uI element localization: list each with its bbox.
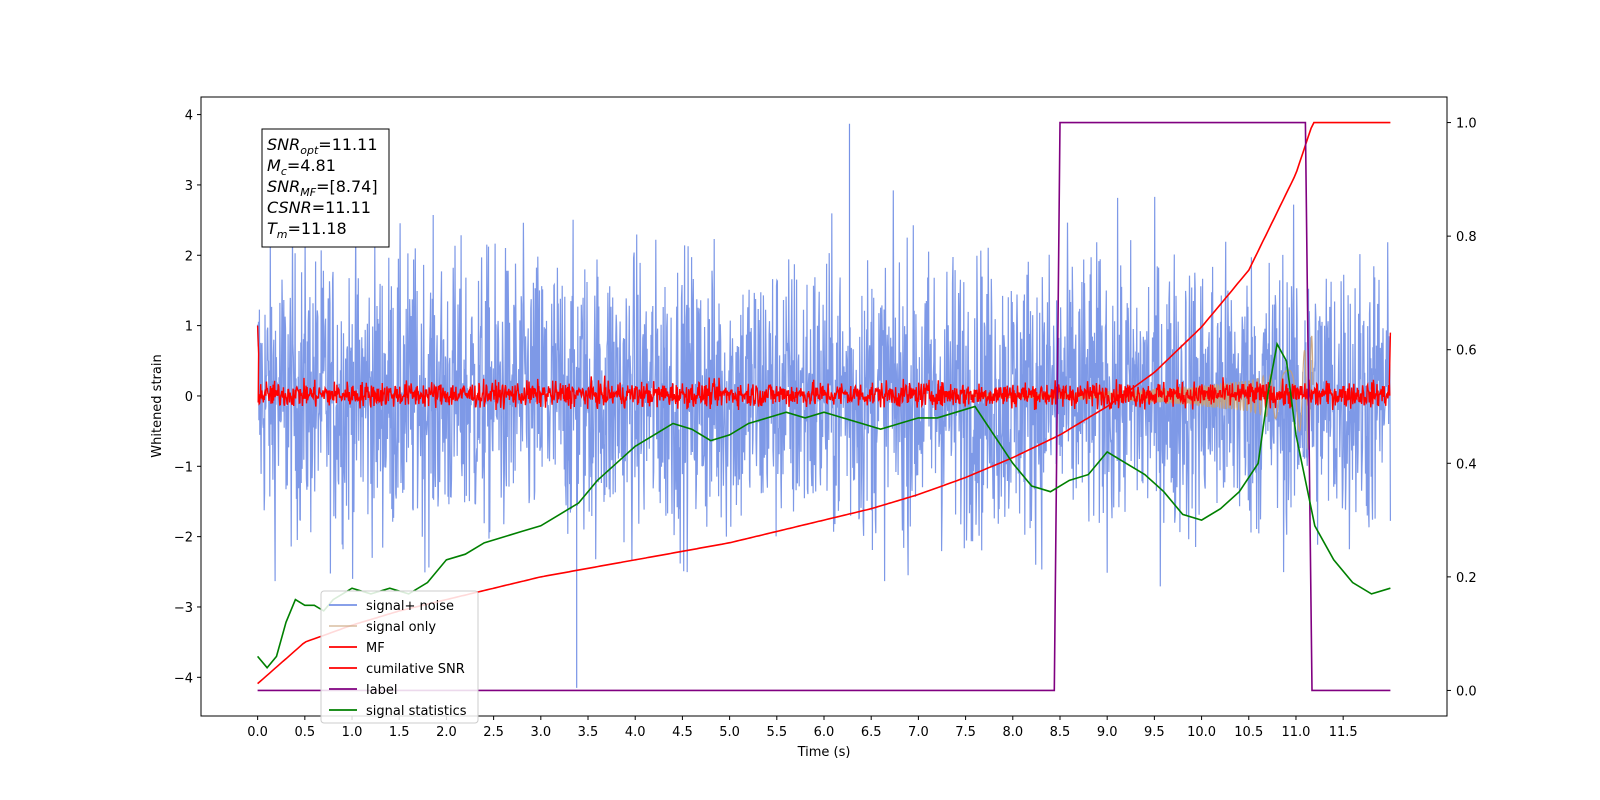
x-tick-label: 5.0 <box>719 725 740 740</box>
legend-label: MF <box>366 641 385 656</box>
annotation-line: SNRMF=[8.74] <box>267 177 378 199</box>
legend-label: label <box>366 683 397 698</box>
y-tick-label: 1 <box>185 320 193 335</box>
legend: signal+ noise signal only MF cumilative SNR… <box>320 590 479 724</box>
x-tick-label: 1.0 <box>342 725 363 740</box>
x-tick-label: 4.5 <box>672 725 693 740</box>
series-mf <box>256 325 1392 411</box>
annotation-line: Mc=4.81 <box>267 156 336 178</box>
x-tick-label: 5.5 <box>766 725 787 740</box>
x-tick-label: 11.0 <box>1281 725 1310 740</box>
y-tick-label: 2 <box>185 249 193 264</box>
series-label <box>257 121 1391 692</box>
y2-tick-label: 0.0 <box>1456 684 1477 699</box>
x-tick-label: 8.5 <box>1050 725 1071 740</box>
x-tick-label: 1.5 <box>389 725 410 740</box>
x-tick-label: 9.0 <box>1097 725 1118 740</box>
legend-label: cumilative SNR <box>366 662 465 677</box>
y-axis-label: Whitened strain <box>150 354 165 457</box>
x-tick-label: 7.5 <box>955 725 976 740</box>
x-tick-label: 8.0 <box>1002 725 1023 740</box>
y2-tick-label: 0.6 <box>1456 344 1477 359</box>
legend-frame <box>320 590 479 724</box>
legend-label: signal statistics <box>366 704 467 719</box>
series-signal-plus-noise <box>257 190 1392 587</box>
y2-tick-label: 0.4 <box>1456 457 1477 472</box>
x-tick-label: 11.5 <box>1329 725 1358 740</box>
y-tick-label: −1 <box>174 460 193 475</box>
y2-axis: 1.0 0.8 0.6 0.4 0.2 0.0 <box>1447 117 1477 699</box>
x-tick-label: 6.5 <box>861 725 882 740</box>
annotation-line: SNRopt=11.11 <box>267 135 378 157</box>
legend-label: signal only <box>366 620 436 635</box>
x-axis: 0.0 0.5 1.0 1.5 2.0 2.5 3.0 3.5 4.0 4.5 5.0 5.5 6.0 6… <box>247 716 1358 740</box>
y-tick-label: 4 <box>185 109 193 124</box>
x-tick-label: 10.0 <box>1187 725 1216 740</box>
y2-tick-label: 1.0 <box>1456 117 1477 132</box>
y-tick-label: 3 <box>185 179 193 194</box>
legend-label: signal+ noise <box>366 599 454 614</box>
x-tick-label: 6.0 <box>814 725 835 740</box>
annotation-box: SNRopt=11.11Mc=4.81SNRMF=[8.74]CSNR=11.1… <box>261 128 390 248</box>
x-tick-label: 2.0 <box>436 725 457 740</box>
annotation-frame <box>261 128 390 248</box>
x-tick-label: 3.0 <box>530 725 551 740</box>
y-tick-label: −4 <box>174 671 193 686</box>
x-tick-label: 2.5 <box>483 725 504 740</box>
x-tick-label: 4.0 <box>625 725 646 740</box>
x-tick-label: 0.0 <box>247 725 268 740</box>
x-axis-label: Time (s) <box>797 745 851 760</box>
series-signal-only <box>965 335 1314 450</box>
x-tick-label: 0.5 <box>294 725 315 740</box>
y-tick-label: −3 <box>174 601 193 616</box>
y-tick-label: 0 <box>185 390 193 405</box>
y-axis: 4 3 2 1 0 −1 −2 −3 −4 <box>174 109 201 686</box>
x-tick-label: 9.5 <box>1144 725 1165 740</box>
x-tick-label: 10.5 <box>1234 725 1263 740</box>
x-tick-label: 3.5 <box>578 725 599 740</box>
y-tick-label: −2 <box>174 531 193 546</box>
y2-tick-label: 0.2 <box>1456 571 1477 586</box>
x-tick-label: 7.0 <box>908 725 929 740</box>
y2-tick-label: 0.8 <box>1456 230 1477 245</box>
annotation-line: CSNR=11.11 <box>267 198 371 217</box>
annotation-line: Tm=11.18 <box>267 219 347 241</box>
